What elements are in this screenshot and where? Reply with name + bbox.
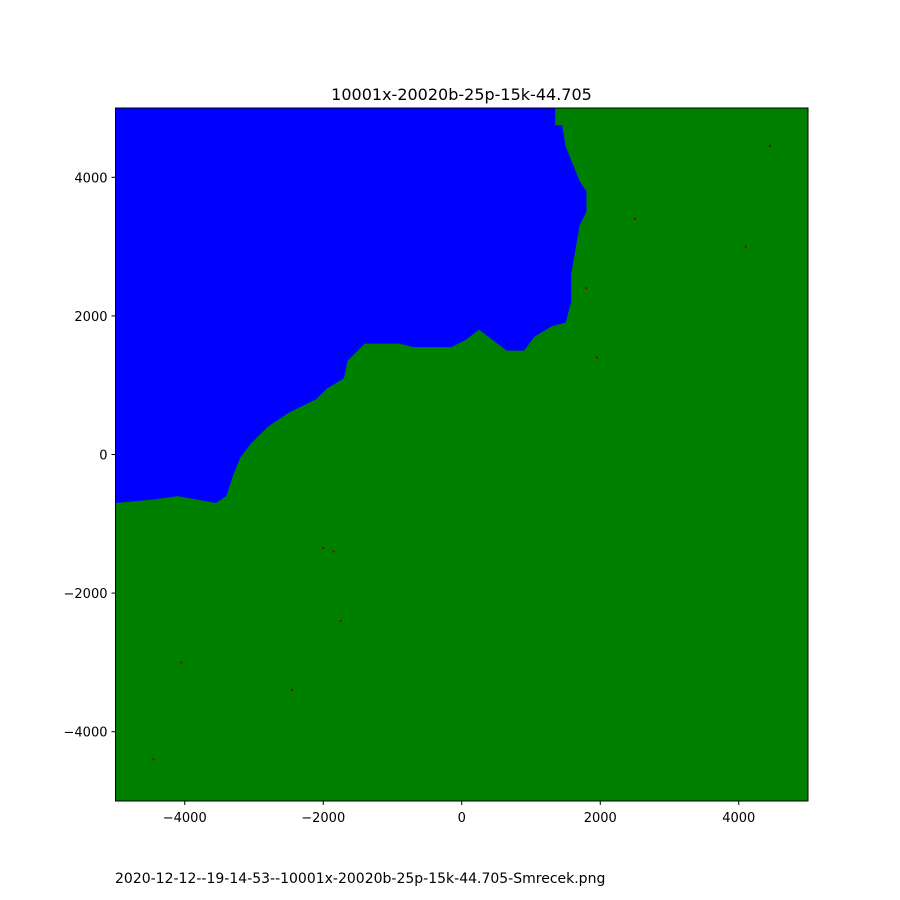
speckle (585, 287, 588, 290)
x-axis: −4000 −2000 0 2000 4000 (163, 801, 755, 826)
y-tick-label: −4000 (64, 726, 108, 741)
x-tick-label: 4000 (722, 811, 755, 826)
speckle (768, 145, 771, 148)
x-tick-label: −4000 (163, 811, 207, 826)
image-filename: 2020-12-12--19-14-53--10001x-20020b-25p-… (115, 871, 606, 887)
speckle (180, 661, 183, 664)
speckles (152, 145, 771, 761)
speckle (322, 547, 325, 550)
speckle (339, 619, 342, 622)
chart-title: 10001x-20020b-25p-15k-44.705 (331, 85, 592, 104)
x-tick-label: 0 (458, 811, 466, 826)
x-tick-label: −2000 (301, 811, 345, 826)
y-tick-label: 0 (99, 449, 107, 464)
speckle (595, 356, 598, 359)
y-tick-label: −2000 (64, 587, 108, 602)
speckle (744, 245, 747, 248)
speckle (633, 217, 636, 220)
blue-region (115, 108, 587, 503)
x-tick-label: 2000 (584, 811, 617, 826)
speckle (152, 758, 155, 761)
speckle (291, 689, 294, 692)
speckle (332, 550, 335, 553)
y-tick-label: 2000 (74, 310, 107, 325)
y-tick-label: 4000 (74, 171, 107, 186)
y-axis: −4000 −2000 0 2000 4000 (64, 171, 116, 741)
